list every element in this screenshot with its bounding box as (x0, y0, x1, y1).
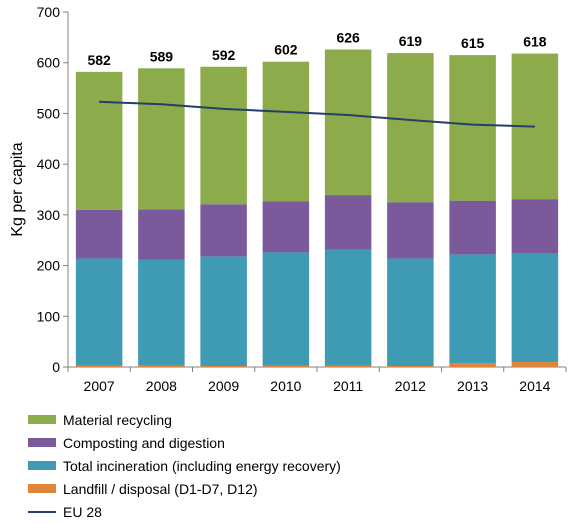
x-tick-label: 2011 (333, 378, 363, 394)
bar-segment (200, 204, 247, 257)
legend-label-material-recycling: Material recycling (63, 411, 172, 428)
y-tick-label: 500 (37, 105, 61, 121)
bar-total-label: 615 (461, 35, 485, 51)
bar-segment (324, 249, 372, 366)
y-tick-label: 700 (37, 4, 61, 20)
y-tick-label: 0 (52, 359, 60, 375)
bar-segment (449, 55, 496, 201)
legend-item-material-recycling: Material recycling (28, 408, 341, 431)
bar-total-label: 602 (274, 42, 298, 58)
legend-swatch-eu28 (28, 510, 56, 513)
bar-segment (511, 361, 559, 367)
bar-segment (138, 365, 185, 367)
y-tick-label: 600 (37, 55, 61, 71)
bar-segment (200, 66, 247, 205)
y-tick-label: 200 (37, 258, 61, 274)
bar-segment (324, 195, 372, 250)
legend-swatch-incineration (28, 461, 56, 470)
y-tick-label: 400 (37, 156, 61, 172)
bar-total-label: 582 (87, 52, 111, 68)
bar-segment (449, 362, 496, 367)
stacked-bar-chart: 0 100 200 300 400 500 600 700 582 2007 589 2008 592 2… (9, 4, 567, 394)
bar-segment (324, 365, 372, 367)
bar-total-label: 589 (150, 48, 174, 64)
bar-segment (511, 253, 559, 362)
bar-segment (200, 256, 247, 366)
bar-segment (75, 209, 123, 259)
bar-total-label: 592 (212, 47, 236, 63)
bar-segment (262, 252, 310, 366)
legend-item-eu28: EU 28 (28, 500, 341, 523)
bar-segment (75, 71, 123, 210)
bar-segment (138, 209, 185, 260)
legend-item-landfill: Landfill / disposal (D1-D7, D12) (28, 477, 341, 500)
bar-total-label: 619 (399, 33, 423, 49)
bar-segment (262, 201, 310, 253)
legend-swatch-composting (28, 438, 56, 447)
y-axis-label: Kg per capita (9, 142, 26, 236)
legend-swatch-landfill (28, 484, 56, 493)
bar-segment (387, 53, 434, 203)
bar-segment (262, 365, 310, 367)
bar-segment (200, 365, 247, 367)
x-tick-label: 2012 (395, 378, 426, 394)
legend-item-incineration: Total incineration (including energy rec… (28, 454, 341, 477)
bar-segment (262, 61, 310, 202)
bar-segment (449, 254, 496, 363)
x-tick-label: 2007 (84, 378, 115, 394)
x-tick-label: 2008 (146, 378, 177, 394)
bar-segment (387, 258, 434, 366)
legend-swatch-material-recycling (28, 415, 56, 424)
x-tick-label: 2014 (519, 378, 550, 394)
x-tick-label: 2013 (457, 378, 488, 394)
bar-segment (449, 200, 496, 255)
bar-segment (75, 365, 123, 367)
bar-segment (511, 199, 559, 254)
legend-label-incineration: Total incineration (including energy rec… (63, 457, 341, 474)
bar-segment (75, 258, 123, 366)
bar-segment (138, 259, 185, 366)
legend-label-composting: Composting and digestion (63, 434, 225, 451)
legend-label-eu28: EU 28 (63, 503, 102, 520)
bar-segment (138, 68, 185, 210)
bar-total-label: 626 (336, 30, 360, 46)
y-tick-label: 100 (37, 308, 61, 324)
bar-segment (324, 49, 372, 196)
bar-segment (387, 365, 434, 367)
bar-segment (387, 202, 434, 259)
legend-label-landfill: Landfill / disposal (D1-D7, D12) (63, 480, 258, 497)
y-tick-label: 300 (37, 207, 61, 223)
eu28-line (99, 100, 535, 128)
legend: Material recycling Composting and digest… (28, 408, 341, 523)
x-tick-label: 2010 (270, 378, 301, 394)
x-tick-label: 2009 (208, 378, 239, 394)
bar-total-label: 618 (523, 34, 547, 50)
legend-item-composting: Composting and digestion (28, 431, 341, 454)
